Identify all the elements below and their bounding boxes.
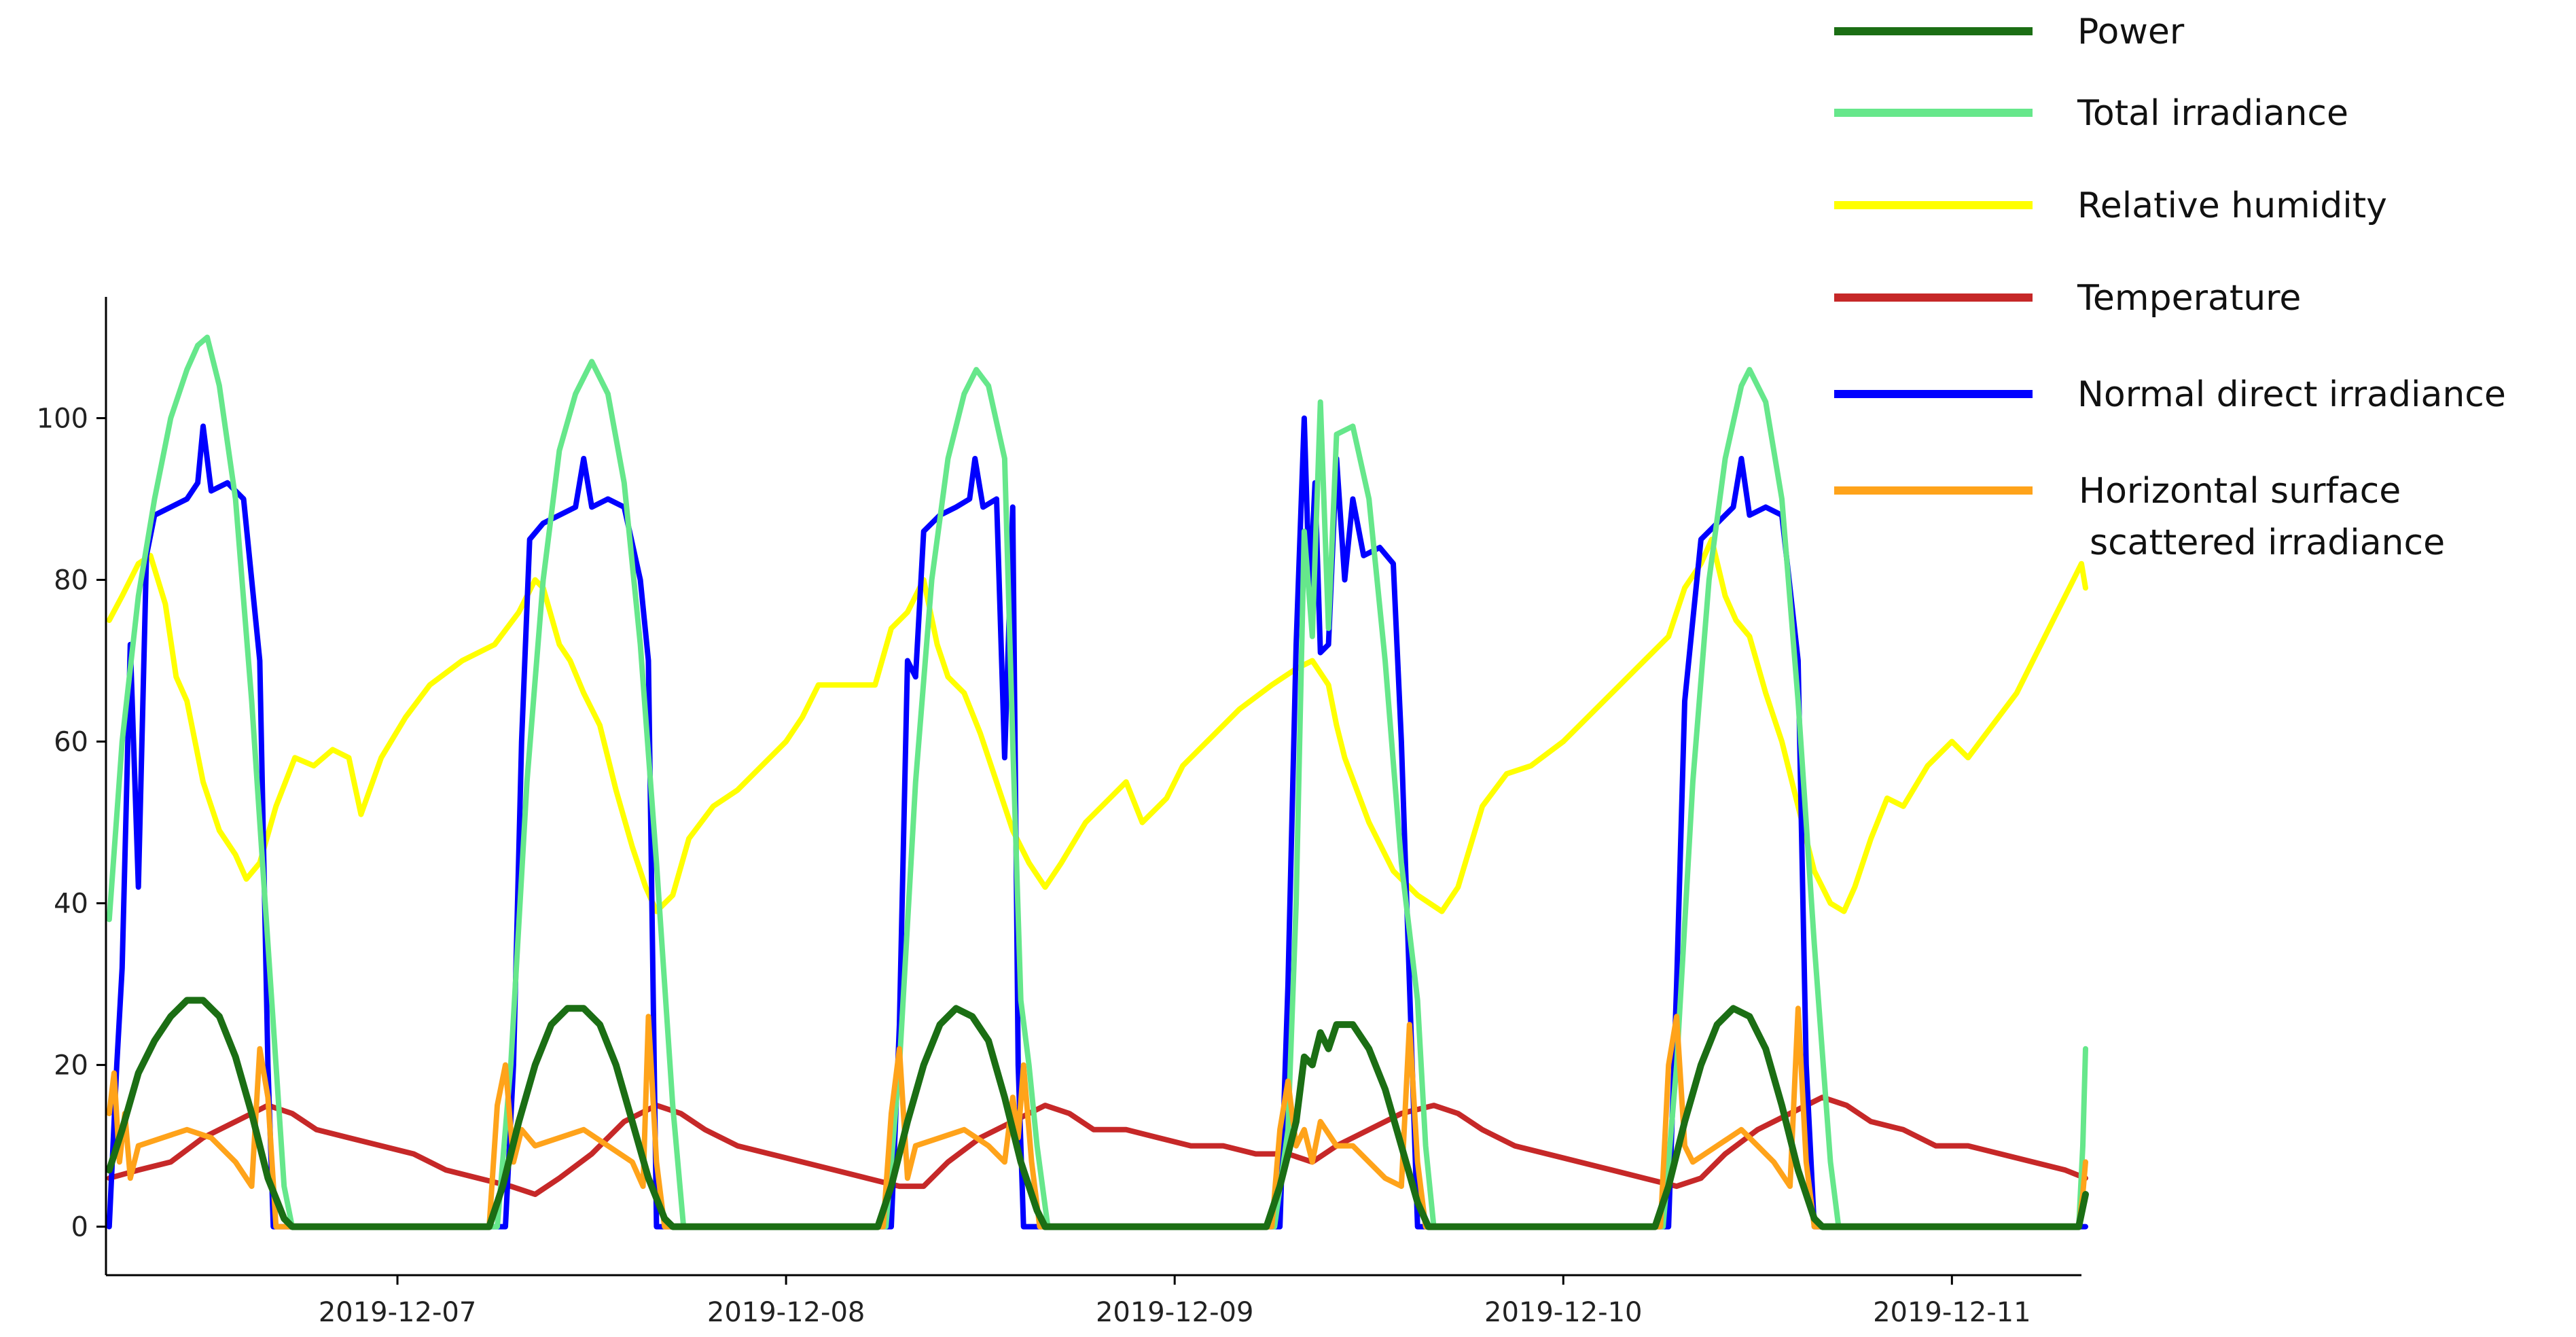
legend-item-relative-humidity: Relative humidity [1834, 185, 2387, 226]
legend: Power Total irradiance Relative humidity Te… [1834, 12, 2506, 563]
legend-item-total-irradiance: Total irradiance [1834, 93, 2348, 134]
legend-label: Temperature [2077, 278, 2301, 319]
ticks-layer: 0 20 40 60 80 100 2019-12-07 2019-12-08 2019-12-… [37, 404, 2031, 1328]
y-tick-label: 20 [54, 1050, 88, 1082]
series-line-total-irradiance [106, 334, 2088, 1230]
y-tick-label: 60 [54, 727, 88, 758]
y-tick-label: 80 [54, 565, 88, 596]
legend-label: Total irradiance [2077, 93, 2348, 134]
series-line-relative-humidity [106, 537, 2088, 914]
x-tick-label: 2019-12-11 [1873, 1297, 2031, 1328]
series-line-normal-direct-irradiance [106, 415, 2088, 1230]
x-tick-label: 2019-12-07 [319, 1297, 476, 1328]
x-tick-label: 2019-12-10 [1484, 1297, 1642, 1328]
legend-item-power: Power [1834, 12, 2185, 52]
y-tick-label: 0 [71, 1212, 88, 1243]
series-line-temperature [106, 1094, 2088, 1197]
legend-label: Horizontal surface scattered irradiance [2079, 471, 2445, 563]
legend-item-horizontal-surface-scattered-irradiance: Horizontal surface scattered irradiance [1834, 471, 2445, 563]
series-line-horizontal-surface-scattered-irradiance [106, 1005, 2088, 1230]
legend-label: Normal direct irradiance [2077, 374, 2506, 415]
y-tick-label: 100 [37, 404, 88, 435]
x-tick-label: 2019-12-08 [707, 1297, 865, 1328]
legend-item-normal-direct-irradiance: Normal direct irradiance [1834, 374, 2506, 415]
series-line-power [105, 997, 2089, 1230]
series-layer [105, 334, 2089, 1230]
legend-item-temperature: Temperature [1834, 278, 2301, 319]
legend-label: Power [2077, 12, 2185, 52]
x-tick-label: 2019-12-09 [1096, 1297, 1253, 1328]
y-tick-label: 40 [54, 889, 88, 920]
legend-label: Relative humidity [2077, 185, 2387, 226]
